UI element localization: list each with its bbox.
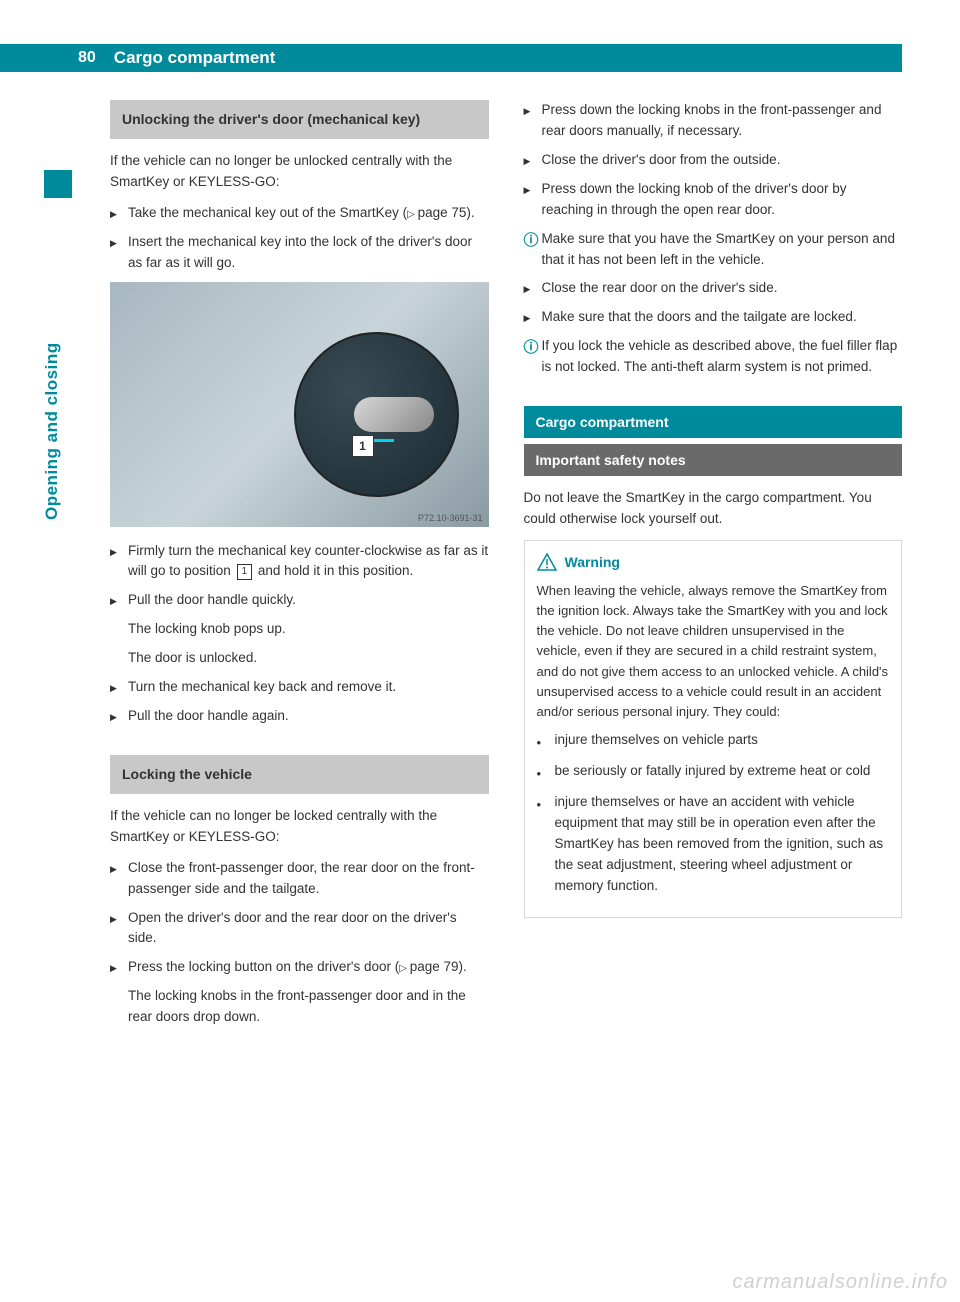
triangle-icon bbox=[110, 203, 128, 224]
step-text: Pull the door handle quickly. bbox=[128, 590, 489, 611]
step-item: Close the driver's door from the outside… bbox=[524, 150, 903, 171]
triangle-icon bbox=[524, 179, 542, 221]
step-item: Turn the mechanical key back and remove … bbox=[110, 677, 489, 698]
triangle-icon bbox=[110, 677, 128, 698]
bullet-item: injure themselves on vehicle parts bbox=[537, 730, 890, 753]
header-title: Cargo compartment bbox=[96, 48, 276, 68]
step-text: Firmly turn the mechanical key counter-c… bbox=[128, 541, 489, 583]
step-item: Press the locking button on the driver's… bbox=[110, 957, 489, 978]
step-text: Pull the door handle again. bbox=[128, 706, 489, 727]
triangle-icon bbox=[524, 100, 542, 142]
triangle-icon bbox=[110, 858, 128, 900]
triangle-icon bbox=[524, 278, 542, 299]
page-ref-icon bbox=[407, 205, 417, 220]
bullet-item: be seriously or fatally injured by extre… bbox=[537, 761, 890, 784]
info-item: Make sure that you have the SmartKey on … bbox=[524, 229, 903, 271]
step-text: Insert the mechanical key into the lock … bbox=[128, 232, 489, 274]
step-item: Pull the door handle again. bbox=[110, 706, 489, 727]
heading-cargo: Cargo compartment bbox=[524, 406, 903, 438]
side-tab-marker bbox=[44, 170, 72, 198]
intro-text: If the vehicle can no longer be locked c… bbox=[110, 806, 489, 848]
step-text: Close the front-passenger door, the rear… bbox=[128, 858, 489, 900]
bullet-icon bbox=[537, 792, 555, 897]
step-subtext: The door is unlocked. bbox=[128, 648, 489, 669]
step-text: Take the mechanical key out of the Smart… bbox=[128, 203, 489, 224]
step-item: Open the driver's door and the rear door… bbox=[110, 908, 489, 950]
warning-label: Warning bbox=[565, 554, 620, 570]
figure-door-lock: 1 P72.10-3691-31 bbox=[110, 282, 489, 527]
intro-text: If the vehicle can no longer be unlocked… bbox=[110, 151, 489, 193]
warning-header: Warning bbox=[537, 553, 890, 571]
position-box: 1 bbox=[237, 564, 253, 580]
header-bar: 80 Cargo compartment bbox=[0, 44, 902, 72]
triangle-icon bbox=[524, 307, 542, 328]
info-text: Make sure that you have the SmartKey on … bbox=[542, 229, 903, 271]
step-item: Firmly turn the mechanical key counter-c… bbox=[110, 541, 489, 583]
step-item: Press down the locking knob of the drive… bbox=[524, 179, 903, 221]
step-text: Press the locking button on the driver's… bbox=[128, 957, 489, 978]
step-text: Close the driver's door from the outside… bbox=[542, 150, 903, 171]
bullet-text: injure themselves on vehicle parts bbox=[555, 730, 890, 753]
bullet-text: injure themselves or have an accident wi… bbox=[555, 792, 890, 897]
page-number: 80 bbox=[0, 49, 96, 67]
triangle-icon bbox=[110, 590, 128, 611]
step-subtext: The locking knobs in the front-passenger… bbox=[128, 986, 489, 1028]
figure-code: P72.10-3691-31 bbox=[418, 513, 483, 523]
warning-box: Warning When leaving the vehicle, always… bbox=[524, 540, 903, 918]
triangle-icon bbox=[524, 150, 542, 171]
subheading-safety: Important safety notes bbox=[524, 444, 903, 476]
bullet-item: injure themselves or have an accident wi… bbox=[537, 792, 890, 897]
step-text: Press down the locking knob of the drive… bbox=[542, 179, 903, 221]
step-item: Close the front-passenger door, the rear… bbox=[110, 858, 489, 900]
info-item: If you lock the vehicle as described abo… bbox=[524, 336, 903, 378]
bullet-icon bbox=[537, 761, 555, 784]
intro-text: Do not leave the SmartKey in the cargo c… bbox=[524, 488, 903, 530]
step-text: Press down the locking knobs in the fron… bbox=[542, 100, 903, 142]
figure-callout-label: 1 bbox=[352, 435, 374, 457]
step-subtext: The locking knob pops up. bbox=[128, 619, 489, 640]
spacer bbox=[524, 386, 903, 406]
triangle-icon bbox=[110, 908, 128, 950]
step-text: Open the driver's door and the rear door… bbox=[128, 908, 489, 950]
triangle-icon bbox=[110, 706, 128, 727]
page-ref-icon bbox=[399, 959, 409, 974]
step-text: Make sure that the doors and the tailgat… bbox=[542, 307, 903, 328]
manual-page: 80 Cargo compartment Opening and closing… bbox=[0, 0, 960, 1302]
side-section-label: Opening and closing bbox=[42, 342, 62, 520]
info-icon bbox=[524, 336, 542, 378]
bullet-text: be seriously or fatally injured by extre… bbox=[555, 761, 890, 784]
step-item: Make sure that the doors and the tailgat… bbox=[524, 307, 903, 328]
warning-text: When leaving the vehicle, always remove … bbox=[537, 581, 890, 722]
figure-door-handle bbox=[354, 397, 434, 432]
step-item: Pull the door handle quickly. bbox=[110, 590, 489, 611]
heading-unlocking: Unlocking the driver's door (mechanical … bbox=[110, 100, 489, 139]
heading-locking: Locking the vehicle bbox=[110, 755, 489, 794]
triangle-icon bbox=[110, 541, 128, 583]
info-icon bbox=[524, 229, 542, 271]
step-item: Insert the mechanical key into the lock … bbox=[110, 232, 489, 274]
warning-triangle-icon bbox=[537, 553, 557, 571]
step-text: Turn the mechanical key back and remove … bbox=[128, 677, 489, 698]
step-item: Take the mechanical key out of the Smart… bbox=[110, 203, 489, 224]
triangle-icon bbox=[110, 232, 128, 274]
step-item: Close the rear door on the driver's side… bbox=[524, 278, 903, 299]
step-item: Press down the locking knobs in the fron… bbox=[524, 100, 903, 142]
step-text: Close the rear door on the driver's side… bbox=[542, 278, 903, 299]
triangle-icon bbox=[110, 957, 128, 978]
spacer bbox=[110, 735, 489, 755]
info-text: If you lock the vehicle as described abo… bbox=[542, 336, 903, 378]
content-columns: Unlocking the driver's door (mechanical … bbox=[110, 100, 902, 1262]
bullet-icon bbox=[537, 730, 555, 753]
watermark: carmanualsonline.info bbox=[732, 1271, 948, 1294]
